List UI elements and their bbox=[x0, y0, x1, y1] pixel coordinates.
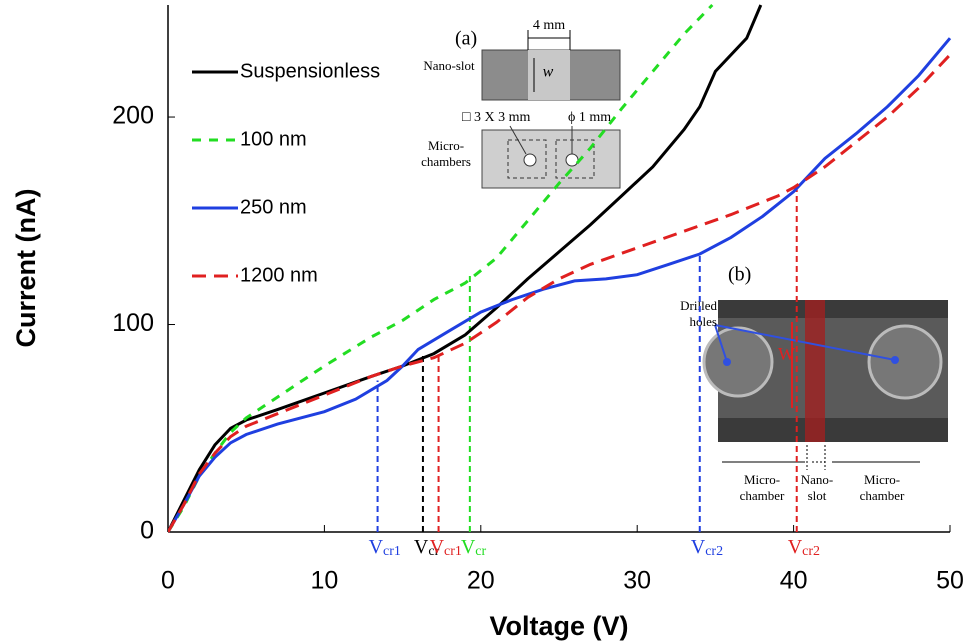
w-label: w bbox=[543, 64, 554, 81]
chamber bbox=[555, 139, 595, 179]
inset-tag: (b) bbox=[728, 264, 751, 286]
label-box: Nano-slot bbox=[423, 58, 475, 73]
critical-label-main: V bbox=[461, 536, 476, 558]
nanoslot-label: Nano-slot bbox=[423, 58, 475, 73]
label-box: Drilled holes bbox=[680, 298, 717, 329]
hole-photo bbox=[867, 324, 943, 400]
inset-b: (b) W Drilled holes Micro-chamber Nano-s… bbox=[680, 264, 948, 503]
x-tick-label: 30 bbox=[623, 567, 651, 595]
critical-label: Vcr1 bbox=[430, 536, 462, 560]
dim-label: 4 mm bbox=[533, 18, 565, 33]
y-axis-title: Current (nA) bbox=[11, 189, 41, 348]
inset-tag: (a) bbox=[455, 28, 477, 50]
critical-label: Vcr1 bbox=[369, 536, 401, 560]
legend-label: Suspensionless bbox=[240, 60, 380, 82]
slot bbox=[528, 50, 570, 100]
pointer bbox=[714, 324, 896, 361]
chambers-label: Micro-chambers bbox=[421, 138, 471, 169]
chamber bbox=[507, 139, 547, 179]
inset-a: (a) 4 mm w Nano-slot □ 3 X 3 mm ϕ 1 mm M… bbox=[421, 18, 621, 189]
label-box: Nano-slot bbox=[800, 472, 834, 503]
axes bbox=[167, 5, 950, 533]
pointer-dot bbox=[723, 358, 731, 366]
right-label: Micro-chamber bbox=[859, 472, 905, 503]
square-label: □ 3 X 3 mm bbox=[462, 110, 530, 125]
x-tick-label: 50 bbox=[936, 567, 964, 595]
x-tick-label: 10 bbox=[310, 567, 338, 595]
x-tick-label: 20 bbox=[467, 567, 495, 595]
chamber-shape bbox=[481, 129, 621, 189]
left-label: Micro-chamber bbox=[739, 472, 785, 503]
leader bbox=[509, 125, 527, 155]
label-box: Micro-chambers bbox=[421, 138, 471, 169]
x-tick-label: 40 bbox=[780, 567, 808, 595]
critical-label: Vcr2 bbox=[788, 536, 820, 560]
pointer-dot bbox=[891, 356, 899, 364]
x-tick-label: 0 bbox=[161, 567, 175, 595]
series-line bbox=[168, 3, 714, 533]
label-box: Micro-chamber bbox=[859, 472, 905, 503]
pointer bbox=[714, 324, 728, 363]
slot-label: Nano-slot bbox=[800, 472, 834, 503]
critical-label-sub: cr1 bbox=[383, 544, 401, 559]
critical-label-main: V bbox=[414, 536, 429, 558]
critical-label-sub: cr bbox=[475, 544, 486, 559]
critical-label-main: V bbox=[369, 536, 384, 558]
critical-label-sub: cr bbox=[428, 544, 439, 559]
hole bbox=[523, 153, 537, 167]
critical-label-main: V bbox=[691, 536, 706, 558]
critical-label-main: V bbox=[788, 536, 803, 558]
series-line bbox=[168, 53, 952, 533]
series-line bbox=[168, 37, 952, 533]
critical-label: Vcr2 bbox=[691, 536, 723, 560]
hole bbox=[565, 153, 579, 167]
critical-label: Vcr bbox=[461, 536, 487, 560]
critical-label-sub: cr2 bbox=[705, 544, 723, 559]
y-tick-label: 100 bbox=[112, 309, 154, 337]
critical-label: Vcr bbox=[414, 536, 440, 560]
holes-label: Drilled holes bbox=[680, 298, 717, 329]
series-line bbox=[168, 4, 763, 533]
legend-label: 100 nm bbox=[240, 128, 307, 150]
legend-label: 1200 nm bbox=[240, 264, 318, 286]
slot-photo bbox=[805, 300, 825, 442]
w-label: W bbox=[778, 344, 795, 364]
hole-photo bbox=[702, 326, 774, 398]
y-tick-label: 0 bbox=[140, 517, 154, 545]
critical-label-sub: cr2 bbox=[802, 544, 820, 559]
critical-label-main: V bbox=[430, 536, 445, 558]
legend-label: 250 nm bbox=[240, 196, 307, 218]
label-box: Micro-chamber bbox=[739, 472, 785, 503]
critical-label-sub: cr1 bbox=[444, 544, 462, 559]
hole-label: ϕ 1 mm bbox=[568, 110, 611, 125]
y-tick-label: 200 bbox=[112, 102, 154, 130]
x-axis-title: Voltage (V) bbox=[489, 611, 628, 641]
